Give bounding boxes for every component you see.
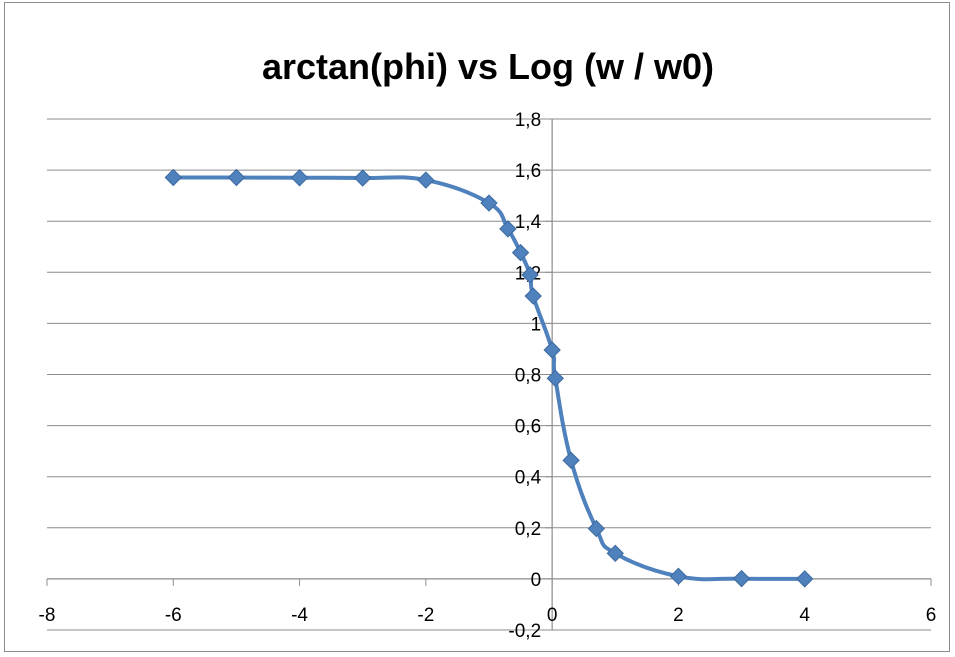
data-point-7 bbox=[511, 243, 530, 262]
y-tick-label-0: -0,2 bbox=[508, 621, 541, 642]
data-point-5 bbox=[480, 194, 498, 212]
chart-title: arctan(phi) vs Log (w / w0) bbox=[262, 46, 714, 87]
data-point-0 bbox=[164, 168, 182, 187]
y-tick-label-6: 1 bbox=[531, 314, 542, 335]
x-tick-label-7: 6 bbox=[926, 605, 937, 626]
x-tick-label-4: 0 bbox=[547, 605, 558, 626]
series-layer bbox=[164, 168, 814, 588]
x-tick-label-0: -8 bbox=[39, 605, 56, 626]
data-point-8 bbox=[521, 266, 539, 284]
y-tick-label-3: 0,4 bbox=[515, 468, 542, 489]
data-point-16 bbox=[732, 569, 751, 588]
y-tick-label-2: 0,2 bbox=[515, 519, 541, 540]
data-point-9 bbox=[524, 287, 542, 305]
data-point-1 bbox=[227, 168, 246, 187]
data-point-4 bbox=[417, 171, 435, 189]
x-tick-label-6: 4 bbox=[799, 605, 810, 626]
x-tick-label-5: 2 bbox=[673, 605, 684, 626]
data-point-13 bbox=[587, 519, 606, 538]
data-point-11 bbox=[546, 369, 565, 388]
data-point-2 bbox=[290, 169, 309, 187]
data-point-14 bbox=[606, 544, 624, 563]
x-tick-label-3: -2 bbox=[417, 605, 434, 626]
y-tick-label-5: 0,8 bbox=[515, 366, 541, 387]
y-tick-label-1: 0 bbox=[531, 570, 542, 591]
series-line bbox=[173, 175, 805, 582]
y-tick-label-8: 1,4 bbox=[515, 212, 542, 233]
y-tick-label-9: 1,6 bbox=[515, 161, 541, 182]
grid-lines bbox=[47, 118, 931, 631]
data-point-17 bbox=[796, 570, 814, 588]
x-tick-label-1: -6 bbox=[165, 605, 182, 626]
data-point-6 bbox=[499, 220, 517, 238]
data-point-12 bbox=[562, 451, 580, 470]
y-tick-label-10: 1,8 bbox=[515, 110, 541, 131]
x-tick-label-2: -4 bbox=[291, 605, 308, 626]
data-point-10 bbox=[543, 341, 561, 359]
chart-svg: arctan(phi) vs Log (w / w0) -8 -6 -4 -2 0 2 4 6… bbox=[39, 46, 937, 642]
chart-frame: arctan(phi) vs Log (w / w0) -8 -6 -4 -2 0 2 4 6… bbox=[4, 2, 950, 652]
y-tick-label-4: 0,6 bbox=[515, 417, 541, 438]
tick-labels: -8-6-4-20246-0,200,20,40,60,811,21,41,61… bbox=[39, 110, 937, 642]
data-point-3 bbox=[354, 169, 372, 187]
data-point-15 bbox=[669, 567, 688, 586]
